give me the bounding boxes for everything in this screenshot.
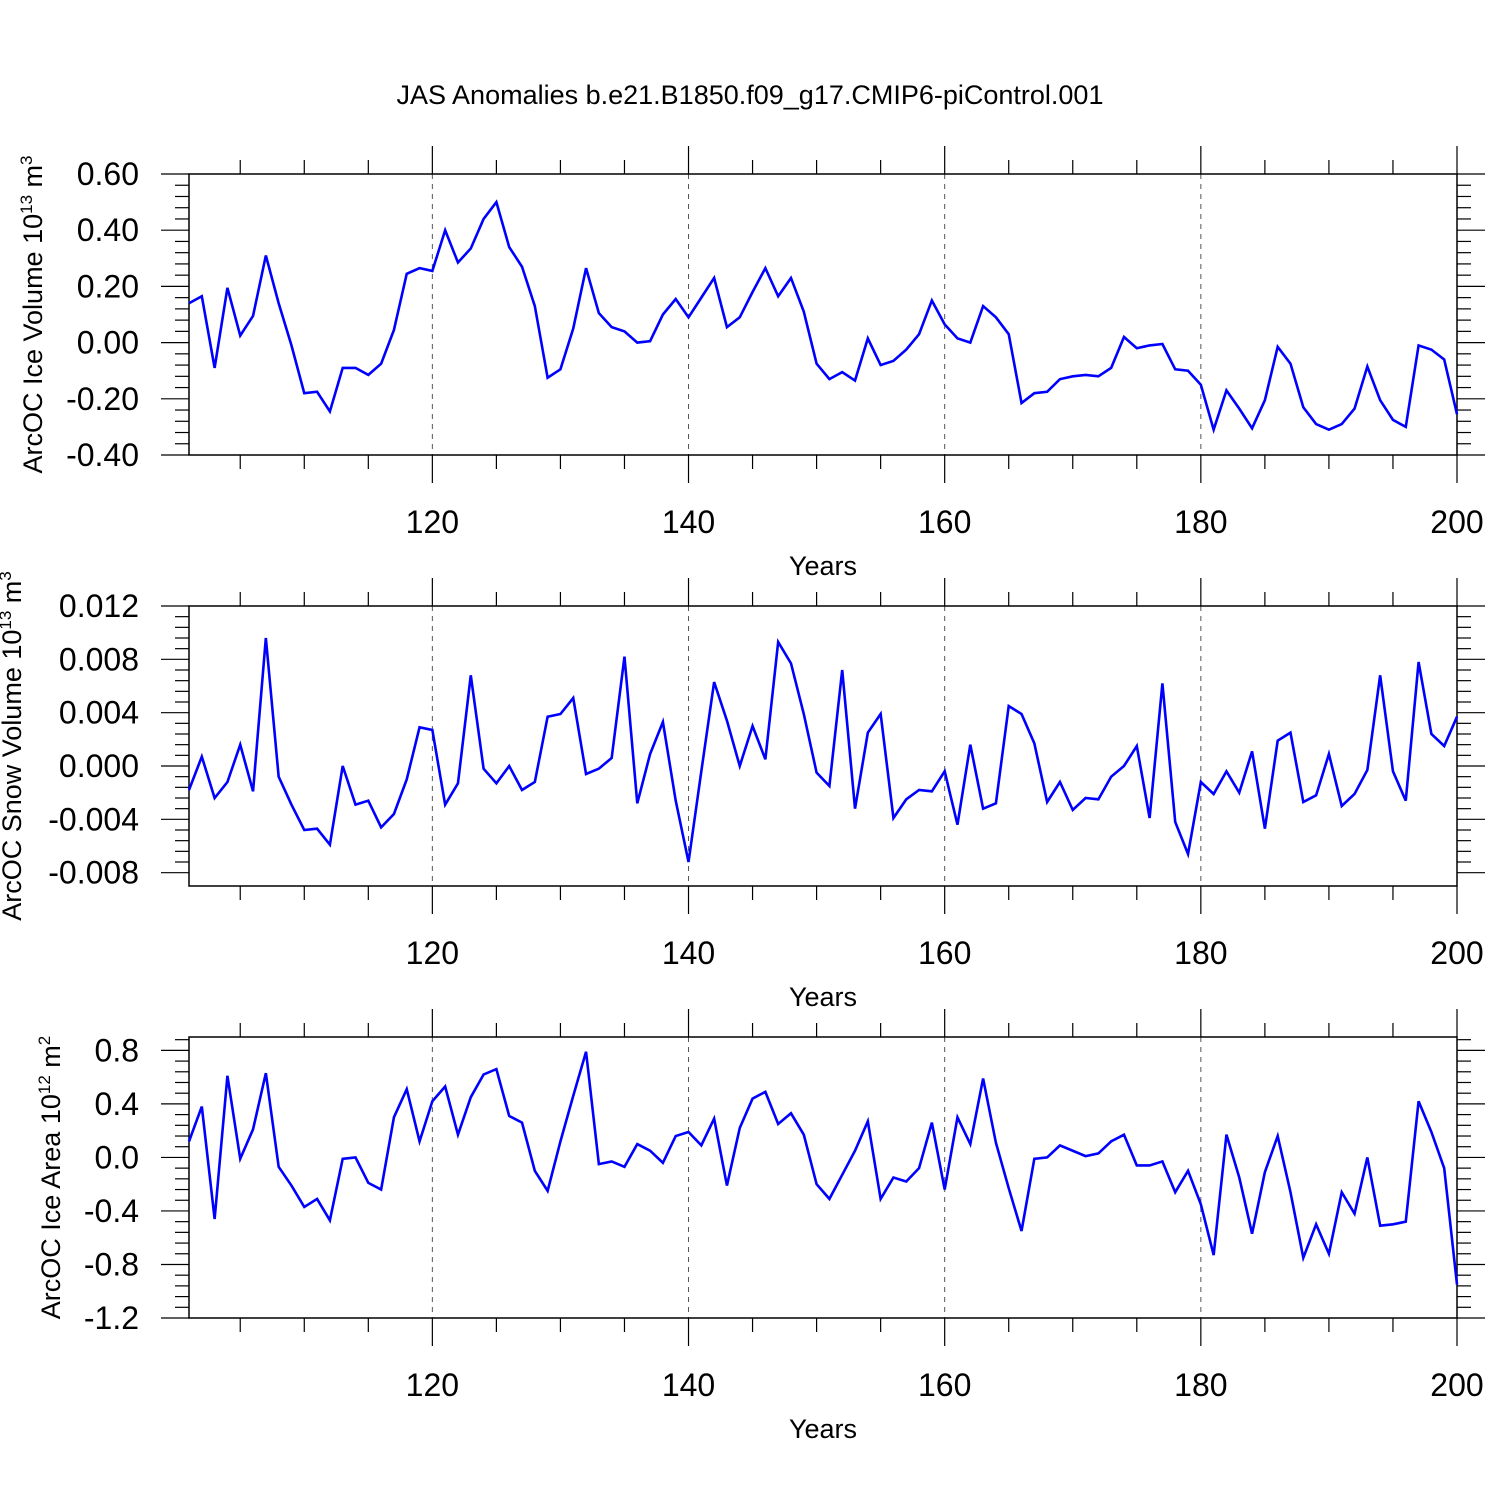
x-tick-label: 180 xyxy=(1174,504,1227,540)
y-tick-label: -0.40 xyxy=(66,437,139,473)
y-tick-label: 0.00 xyxy=(77,325,139,361)
panel-2: 0.012 0.008 0.004 0.000 -0.004 -0.008 120 140 16… xyxy=(0,571,1485,1012)
x-tick-label: 120 xyxy=(406,935,459,971)
y-tick-label: 0.8 xyxy=(95,1032,139,1068)
y-tick-label: 0.012 xyxy=(59,588,139,624)
y-tick-label: -0.4 xyxy=(84,1193,139,1229)
x-tick-label: 140 xyxy=(662,1367,715,1403)
x-tick-label: 180 xyxy=(1174,935,1227,971)
x-tick-label: 120 xyxy=(406,504,459,540)
y-tick-label: 0.4 xyxy=(95,1086,139,1122)
x-axis-title: Years xyxy=(789,551,857,581)
plot-frame xyxy=(188,1036,1458,1319)
x-tick-label: 120 xyxy=(406,1367,459,1403)
x-tick-label: 200 xyxy=(1430,504,1483,540)
y-tick-label: -0.20 xyxy=(66,381,139,417)
chart-title: JAS Anomalies b.e21.B1850.f09_g17.CMIP6-… xyxy=(396,80,1104,110)
x-tick-label: 140 xyxy=(662,935,715,971)
x-tick-label: 200 xyxy=(1430,935,1483,971)
x-tick-label: 140 xyxy=(662,504,715,540)
y-tick-label: 0.40 xyxy=(77,212,139,248)
plot-frame xyxy=(188,605,1458,887)
y-axis-title: ArcOC Ice Area 1012 m2 xyxy=(35,1036,66,1320)
y-axis-title: ArcOC Ice Volume 1013 m3 xyxy=(17,155,48,473)
y-tick-label: 0.60 xyxy=(77,156,139,192)
x-tick-label: 200 xyxy=(1430,1367,1483,1403)
x-tick-label: 180 xyxy=(1174,1367,1227,1403)
panel-3: 0.8 0.4 0.0 -0.4 -0.8 -1.2 120 140 160 180 200 Year… xyxy=(35,1009,1485,1444)
series-line xyxy=(188,199,1459,435)
x-tick-label: 160 xyxy=(918,504,971,540)
x-tick-label: 160 xyxy=(918,1367,971,1403)
y-tick-label: -1.2 xyxy=(84,1300,139,1336)
y-tick-label: 0.008 xyxy=(59,641,139,677)
x-tick-label: 160 xyxy=(918,935,971,971)
y-tick-label: 0.20 xyxy=(77,268,139,304)
y-tick-label: -0.008 xyxy=(48,855,139,891)
y-tick-label: -0.8 xyxy=(84,1246,139,1282)
y-tick-label: 0.004 xyxy=(59,695,139,731)
y-tick-label: 0.000 xyxy=(59,748,139,784)
series-line xyxy=(187,1051,1459,1285)
panel-1: 0.60 0.40 0.20 0.00 -0.20 -0.40 120 140 160 180 20… xyxy=(17,146,1485,581)
y-axis-title: ArcOC Snow Volume 1013 m3 xyxy=(0,571,27,921)
plot-frame xyxy=(188,173,1458,456)
x-axis-title: Years xyxy=(789,1414,857,1444)
y-tick-label: 0.0 xyxy=(95,1139,139,1175)
x-axis-title: Years xyxy=(789,982,857,1012)
series-line xyxy=(187,637,1459,863)
y-tick-label: -0.004 xyxy=(48,801,139,837)
